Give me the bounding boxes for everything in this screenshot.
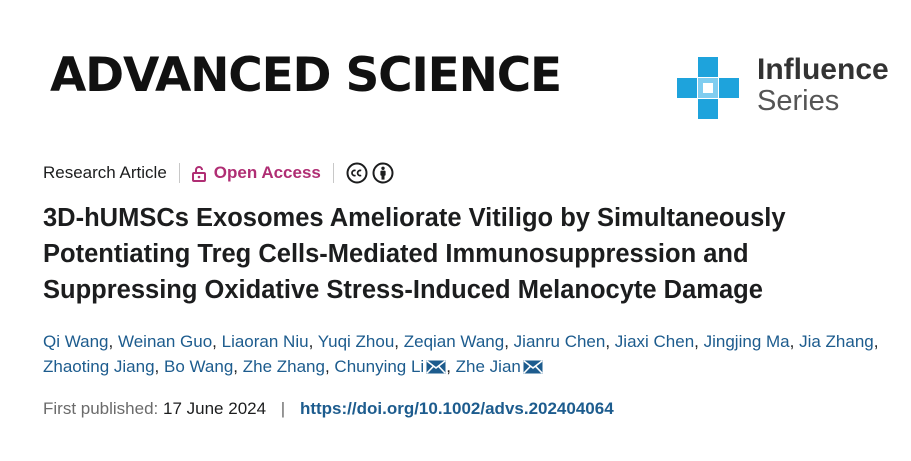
open-lock-icon bbox=[191, 165, 206, 182]
influence-series-logo[interactable]: Influence Series bbox=[677, 55, 897, 121]
author-link[interactable]: Jiaxi Chen bbox=[614, 332, 695, 351]
email-icon[interactable] bbox=[523, 360, 543, 374]
article-meta: Research Article Open Access bbox=[43, 162, 394, 184]
open-access-label: Open Access bbox=[213, 163, 321, 182]
author-link[interactable]: Zhaoting Jiang bbox=[43, 357, 155, 376]
divider bbox=[332, 163, 334, 183]
article-type: Research Article bbox=[43, 163, 167, 182]
series-subtitle: Series bbox=[757, 85, 840, 117]
publication-date: 17 June 2024 bbox=[163, 399, 267, 418]
article-title: 3D-hUMSCs Exosomes Ameliorate Vitiligo b… bbox=[43, 204, 786, 304]
divider: | bbox=[280, 399, 286, 418]
author-link[interactable]: Chunying Li bbox=[334, 357, 425, 376]
author-link[interactable]: Jingjing Ma bbox=[703, 332, 790, 351]
divider bbox=[178, 163, 180, 183]
author-list: Qi Wang, Weinan Guo, Liaoran Niu, Yuqi Z… bbox=[43, 332, 879, 376]
first-published-label: First published: bbox=[43, 399, 159, 418]
author-link[interactable]: Zhe Jian bbox=[455, 357, 521, 376]
author-link[interactable]: Liaoran Niu bbox=[221, 332, 309, 351]
email-icon[interactable] bbox=[426, 360, 446, 374]
open-access-badge[interactable]: Open Access bbox=[191, 163, 321, 183]
author-link[interactable]: Jia Zhang bbox=[799, 332, 874, 351]
cc-icon bbox=[346, 162, 368, 184]
by-icon bbox=[372, 162, 394, 184]
author-link[interactable]: Qi Wang bbox=[43, 332, 109, 351]
author-link[interactable]: Zhe Zhang bbox=[242, 357, 325, 376]
license-icons[interactable] bbox=[346, 162, 394, 184]
author-link[interactable]: Bo Wang bbox=[163, 357, 234, 376]
publication-info: First published: 17 June 2024 | https://… bbox=[43, 399, 614, 419]
influence-cross-icon bbox=[677, 57, 739, 119]
author-link[interactable]: Jianru Chen bbox=[513, 332, 606, 351]
author-link[interactable]: Weinan Guo bbox=[117, 332, 213, 351]
series-title: Influence bbox=[757, 53, 889, 86]
author-link[interactable]: Zeqian Wang bbox=[403, 332, 505, 351]
doi-link[interactable]: https://doi.org/10.1002/advs.202404064 bbox=[299, 399, 614, 418]
author-link[interactable]: Yuqi Zhou bbox=[317, 332, 395, 351]
journal-logo[interactable]: ADVANCED SCIENCE bbox=[50, 48, 562, 103]
